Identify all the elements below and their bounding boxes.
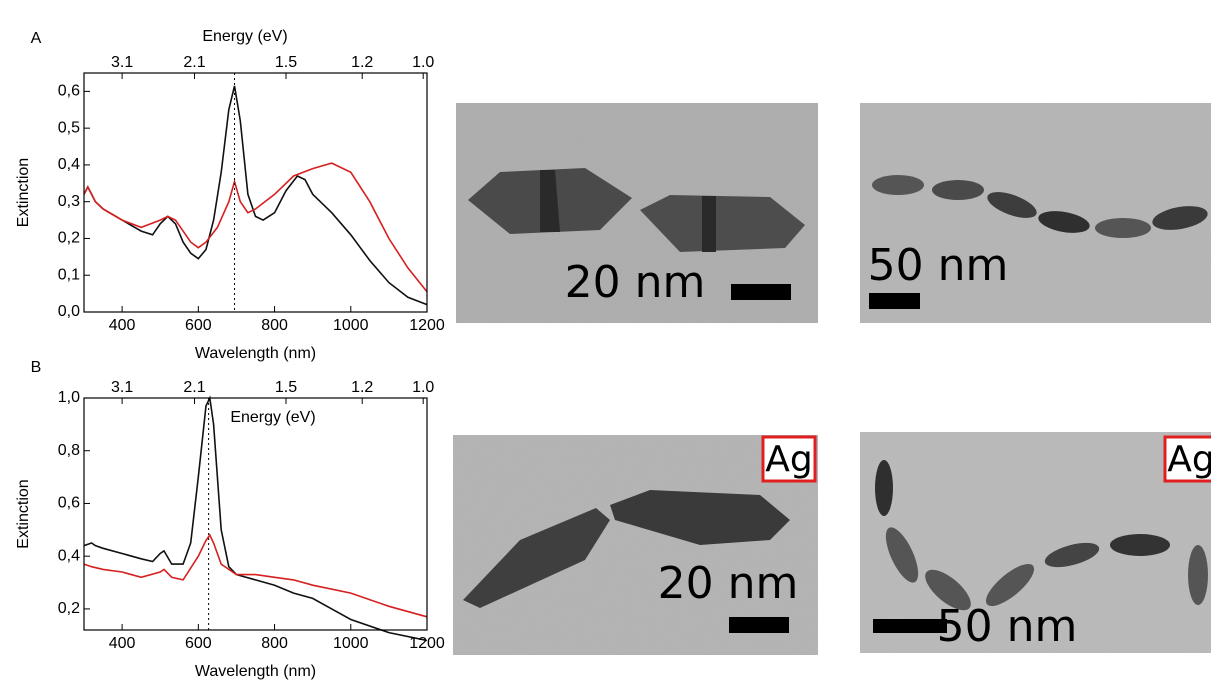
y-axis-label: Extinction <box>15 158 32 227</box>
y-tick-label: 0,0 <box>58 303 80 320</box>
x-axis-label: Wavelength (nm) <box>195 663 316 680</box>
x2-tick-label: 2.1 <box>183 54 205 71</box>
x2-tick-label: 1.5 <box>275 54 297 71</box>
x-tick-label: 1000 <box>333 635 369 652</box>
y-tick-label: 0,4 <box>58 547 80 564</box>
x2-axis-label: Energy (eV) <box>202 28 287 45</box>
y-tick-label: 0,2 <box>58 230 80 247</box>
scale-label: 50 nm <box>937 601 1078 652</box>
x-tick-label: 400 <box>109 317 136 334</box>
y-tick-label: 1,0 <box>58 389 80 406</box>
scale-label: 20 nm <box>565 257 706 308</box>
x-tick-label: 800 <box>261 635 288 652</box>
micrograph: 50 nm Ag <box>860 432 1211 653</box>
y-tick-label: 0,6 <box>58 83 80 100</box>
series-line <box>83 533 428 618</box>
micrograph: 20 nm Ag <box>453 435 818 655</box>
x-tick-label: 800 <box>261 317 288 334</box>
chart: B 400 600 800 1000 1200 3.1 2.1 1.5 1.2 1.0 0,2 0,4 0… <box>15 359 445 680</box>
x2-tick-label: 1.0 <box>412 54 434 71</box>
y-axis-label: Extinction <box>15 479 32 548</box>
y-tick-label: 0,1 <box>58 266 80 283</box>
series-line <box>83 162 428 293</box>
y-tick-label: 0,4 <box>58 156 80 173</box>
x2-tick-label: 1.2 <box>351 379 373 396</box>
y-tick-label: 0,6 <box>58 495 80 512</box>
x-tick-label: 1200 <box>409 635 445 652</box>
x2-tick-label: 3.1 <box>111 54 133 71</box>
x-tick-label: 1200 <box>409 317 445 334</box>
x2-tick-label: 1.2 <box>351 54 373 71</box>
y-tick-label: 0,5 <box>58 119 80 136</box>
x2-tick-label: 1.5 <box>275 379 297 396</box>
element-tag: Ag <box>765 439 812 480</box>
x-tick-label: 400 <box>109 635 136 652</box>
micrograph: 20 nm <box>456 103 818 323</box>
x-axis-label: Wavelength (nm) <box>195 345 316 362</box>
series-line <box>83 395 428 642</box>
x-tick-label: 600 <box>185 635 212 652</box>
x2-tick-label: 2.1 <box>183 379 205 396</box>
panel-label: A <box>31 30 42 47</box>
x2-tick-label: 1.0 <box>412 379 434 396</box>
element-tag: Ag <box>1167 439 1211 480</box>
plot-frame <box>83 72 428 313</box>
y-tick-label: 0,2 <box>58 600 80 617</box>
x2-tick-label: 3.1 <box>111 379 133 396</box>
y-tick-label: 0,8 <box>58 442 80 459</box>
plot-frame <box>83 397 428 631</box>
x-tick-label: 600 <box>185 317 212 334</box>
micrograph: 50 nm <box>860 103 1211 323</box>
x-tick-label: 1000 <box>333 317 369 334</box>
y-tick-label: 0,3 <box>58 193 80 210</box>
scale-label: 20 nm <box>658 558 799 609</box>
x2-axis-label: Energy (eV) <box>230 409 315 426</box>
panel-label: B <box>31 359 42 376</box>
scale-label: 50 nm <box>868 240 1009 291</box>
chart: A 400 600 800 1000 1200 3.1 2.1 1.5 1.2 1.0 0,0 0,1 0… <box>15 28 445 362</box>
series-line <box>83 85 428 306</box>
